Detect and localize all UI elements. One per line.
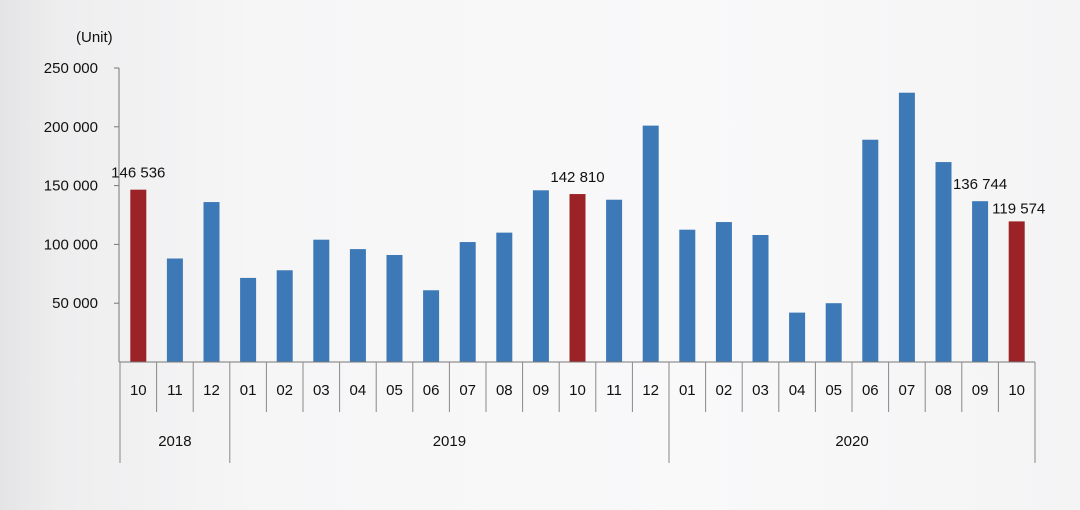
bar (606, 199, 623, 362)
month-label: 04 (789, 382, 806, 399)
data-label: 136 744 (953, 176, 1007, 193)
bar (386, 254, 403, 362)
bar (313, 239, 330, 362)
y-tick-label: 250 000 (44, 60, 98, 77)
bar (496, 232, 513, 362)
month-label: 11 (606, 382, 622, 399)
bar (459, 242, 476, 362)
month-label: 10 (1008, 382, 1025, 399)
month-label: 01 (240, 382, 257, 399)
bar (130, 189, 147, 362)
bar (898, 92, 915, 363)
y-tick-label: 200 000 (44, 119, 98, 136)
bar (532, 190, 549, 362)
month-label: 02 (716, 382, 733, 399)
bars (130, 92, 1025, 363)
month-label: 06 (423, 382, 440, 399)
bar (203, 202, 220, 362)
bar (679, 229, 696, 362)
month-label: 08 (496, 382, 513, 399)
bar (240, 277, 257, 362)
bar (423, 290, 440, 362)
month-label: 12 (203, 382, 220, 399)
month-label: 04 (350, 382, 367, 399)
month-label: 05 (386, 382, 403, 399)
month-label: 10 (569, 382, 586, 399)
bar (349, 249, 366, 362)
month-label: 02 (276, 382, 293, 399)
bar (715, 222, 732, 362)
bar (569, 194, 586, 362)
bar (972, 201, 989, 362)
unit-label: (Unit) (76, 29, 113, 46)
month-label: 03 (313, 382, 330, 399)
bar (642, 125, 659, 363)
year-label: 2018 (158, 433, 191, 450)
bar (166, 258, 183, 362)
month-label: 12 (642, 382, 659, 399)
y-tick-label: 150 000 (44, 178, 98, 195)
month-label: 10 (130, 382, 147, 399)
bar (935, 162, 952, 362)
bar (862, 139, 879, 362)
month-label: 06 (862, 382, 879, 399)
year-label: 2020 (835, 433, 868, 450)
data-label: 119 574 (992, 200, 1045, 217)
month-label: 03 (752, 382, 769, 399)
y-axis: 50 000 100 000 150 000 200 000 250 000 (44, 60, 120, 362)
bar (825, 303, 842, 362)
bar (752, 234, 769, 362)
month-label: 08 (935, 382, 952, 399)
data-label: 146 536 (111, 165, 165, 182)
bar (789, 312, 806, 362)
data-label: 142 810 (550, 169, 604, 186)
bar (276, 270, 293, 362)
month-label: 05 (825, 382, 842, 399)
month-label: 07 (459, 382, 476, 399)
bar (1008, 221, 1025, 362)
year-label: 2019 (433, 433, 466, 450)
month-label: 09 (972, 382, 989, 399)
y-tick-label: 100 000 (44, 236, 98, 253)
x-axis: 10 11 12 01 02 03 04 05 06 07 08 09 10 11 12 01 02 03 04 05… (119, 361, 1036, 463)
month-label: 09 (533, 382, 550, 399)
month-label: 11 (167, 382, 183, 399)
month-label: 01 (679, 382, 696, 399)
data-labels: 146 536 142 810 136 744 119 574 (111, 165, 1045, 218)
month-label: 07 (899, 382, 916, 399)
y-tick-label: 50 000 (52, 295, 98, 312)
